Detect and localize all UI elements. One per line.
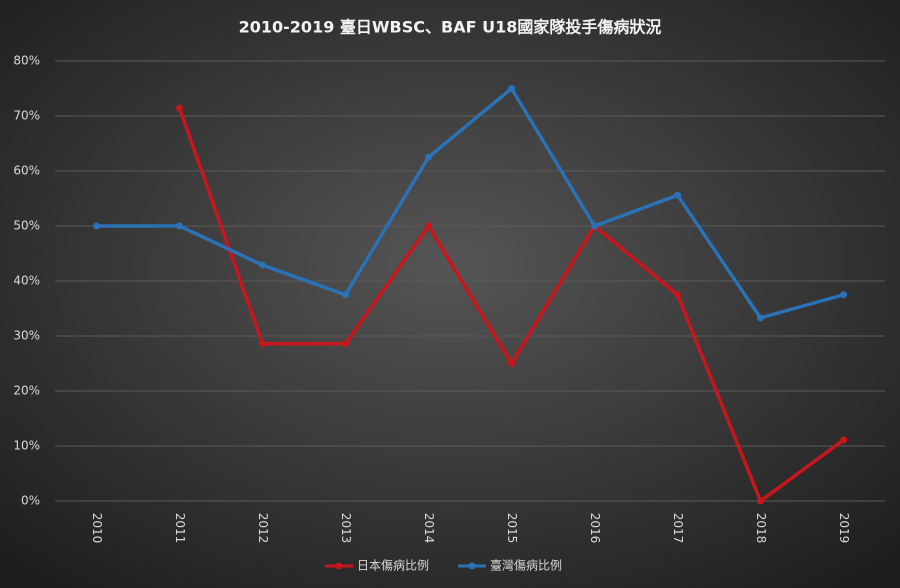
y-tick-label: 10% bbox=[13, 439, 40, 453]
point bbox=[342, 340, 349, 348]
x-tick-label: 2012 bbox=[256, 513, 270, 544]
y-tick-label: 80% bbox=[13, 54, 40, 68]
point bbox=[508, 85, 515, 92]
point bbox=[342, 291, 349, 299]
point bbox=[757, 314, 764, 322]
y-tick-label: 0% bbox=[21, 494, 40, 508]
legend-label: 日本傷病比例 bbox=[357, 558, 429, 573]
series-line bbox=[96, 86, 844, 320]
x-tick-label: 2019 bbox=[837, 513, 851, 544]
y-tick-label: 70% bbox=[13, 109, 40, 123]
point bbox=[259, 340, 266, 348]
point bbox=[259, 261, 266, 269]
point bbox=[176, 104, 183, 112]
x-tick-label: 2015 bbox=[505, 513, 519, 544]
x-tick-label: 2017 bbox=[671, 513, 685, 544]
point bbox=[674, 291, 681, 299]
y-tick-label: 40% bbox=[13, 274, 40, 288]
chart-title: 2010-2019 臺日WBSC、BAF U18國家隊投手傷病狀況 bbox=[239, 18, 662, 37]
point bbox=[425, 222, 432, 230]
point bbox=[176, 222, 183, 230]
point bbox=[757, 497, 764, 505]
point bbox=[840, 291, 847, 299]
y-tick-label: 60% bbox=[13, 164, 40, 178]
x-tick-label: 2011 bbox=[173, 513, 187, 544]
point bbox=[93, 222, 100, 230]
point bbox=[674, 191, 681, 199]
point bbox=[508, 360, 515, 367]
y-tick-label: 50% bbox=[13, 219, 40, 233]
x-tick-label: 2014 bbox=[422, 513, 436, 544]
legend-marker bbox=[468, 562, 476, 570]
legend-marker bbox=[335, 562, 343, 570]
point bbox=[425, 153, 432, 161]
point bbox=[591, 222, 598, 230]
x-tick-label: 2013 bbox=[339, 513, 353, 544]
y-tick-label: 20% bbox=[13, 384, 40, 398]
point bbox=[840, 436, 847, 444]
y-tick-label: 30% bbox=[13, 329, 40, 343]
x-tick-label: 2018 bbox=[754, 513, 768, 544]
legend-label: 臺灣傷病比例 bbox=[490, 558, 562, 573]
x-tick-label: 2016 bbox=[588, 513, 602, 544]
x-tick-label: 2010 bbox=[90, 513, 104, 544]
